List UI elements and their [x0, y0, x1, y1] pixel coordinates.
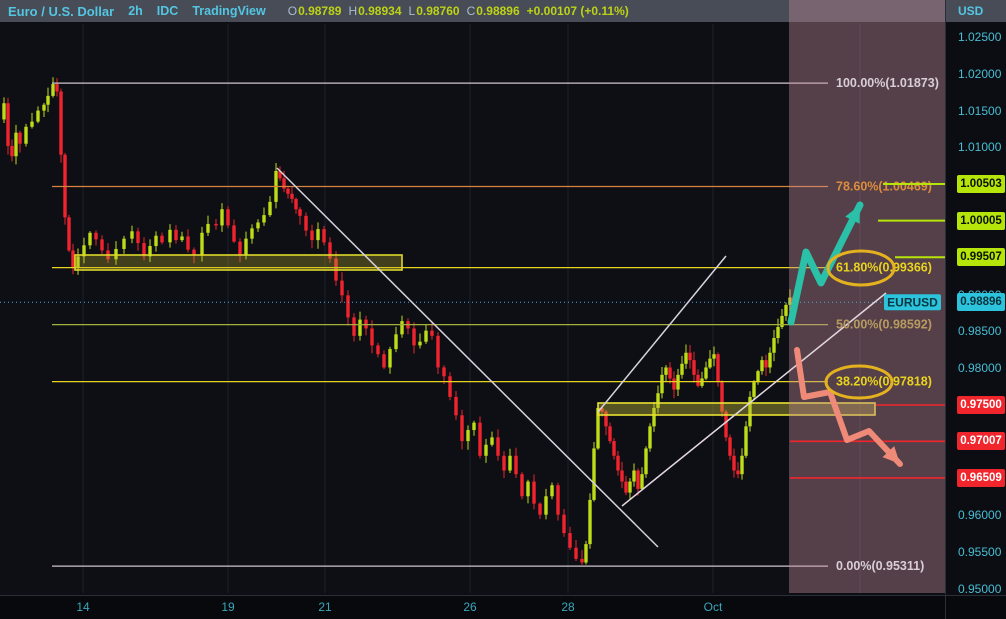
price-tick: 0.95000	[958, 582, 1002, 596]
low-value: 0.98760	[416, 4, 460, 18]
price-tick: 1.02500	[958, 30, 1002, 44]
price-badge-lime[interactable]: 1.00005	[957, 211, 1005, 230]
chart-legend: Euro / U.S. Dollar 2h IDC TradingView O …	[0, 0, 1006, 22]
platform-label[interactable]: TradingView	[192, 4, 266, 18]
price-axis[interactable]: USD 1.025001.020001.015001.010000.990000…	[945, 0, 1006, 596]
price-tick: 0.96000	[958, 508, 1002, 523]
close-label: C	[466, 4, 476, 18]
exchange-label[interactable]: IDC	[156, 4, 179, 18]
time-tick: 21	[318, 600, 332, 614]
fib-level-label: 100.00%(1.01873)	[836, 76, 939, 90]
time-tick: Oct	[703, 600, 723, 614]
chart-plot-area[interactable]: 100.00%(1.01873) 78.60%(1.00469) 61.80%(0.…	[0, 0, 945, 595]
supply-demand-box	[597, 402, 876, 416]
price-tick: 0.98000	[958, 361, 1002, 376]
time-tick: 28	[561, 600, 575, 614]
price-badge-lime[interactable]: 0.99507	[957, 248, 1005, 267]
descending-trendline	[276, 167, 659, 548]
ohlc-readout: O 0.98789 H 0.98934 L 0.98760 C 0.98896	[288, 4, 527, 18]
interval-label[interactable]: 2h	[128, 4, 143, 18]
time-tick: 14	[76, 600, 90, 614]
price-tick: 0.98500	[958, 324, 1002, 339]
currency-label: USD	[946, 0, 1006, 22]
price-badge-red[interactable]: 0.97500	[957, 396, 1005, 414]
price-badge-red[interactable]: 0.97007	[957, 432, 1005, 451]
price-badge-red[interactable]: 0.96509	[957, 468, 1005, 487]
highlight-ellipse-38-2	[824, 364, 894, 400]
bullish-scenario-arrow	[787, 201, 864, 326]
price-tick: 1.02000	[958, 66, 1002, 81]
price-badge-lime[interactable]: 1.00503	[957, 174, 1005, 193]
low-label: L	[408, 4, 416, 18]
price-tick: 1.01500	[958, 103, 1002, 118]
fib-level-label: 0.00%(0.95311)	[836, 559, 924, 573]
ascending-trendline	[621, 292, 887, 507]
open-label: O	[287, 4, 298, 18]
time-tick: 19	[221, 600, 235, 614]
price-tick: 0.95500	[958, 545, 1002, 560]
fib-level-label: 78.60%(1.00469)	[836, 179, 932, 193]
price-tick: 1.01000	[958, 140, 1002, 155]
fib-level-label: 38.20%(0.97818)	[836, 375, 932, 389]
time-axis[interactable]: 14 19 21 26 28 Oct	[0, 595, 1006, 619]
candles	[2, 77, 795, 565]
open-value: 0.98789	[298, 4, 342, 18]
high-value: 0.98934	[358, 4, 402, 18]
symbol-price-flag-label: EURUSD	[887, 295, 938, 309]
change-value: +0.00107 (+0.11%)	[526, 4, 629, 18]
fib-level-label: 61.80%(0.99366)	[836, 261, 932, 275]
close-value: 0.98896	[476, 4, 520, 18]
axis-settings-corner[interactable]	[945, 596, 1006, 619]
price-badge-cyan: 0.98896	[957, 293, 1005, 312]
bearish-scenario-arrow-head	[882, 446, 900, 464]
ascending-trendline-steep	[597, 255, 727, 413]
time-tick: 26	[463, 600, 477, 614]
supply-demand-box	[74, 254, 403, 271]
symbol-title[interactable]: Euro / U.S. Dollar	[8, 3, 115, 19]
high-label: H	[348, 4, 358, 18]
fib-level-label: 50.00%(0.98592)	[836, 318, 932, 332]
bullish-scenario-arrow-head	[845, 205, 860, 224]
symbol-price-flag	[884, 294, 941, 311]
bearish-scenario-arrow	[794, 347, 903, 467]
highlight-ellipse-61-8	[826, 249, 896, 287]
